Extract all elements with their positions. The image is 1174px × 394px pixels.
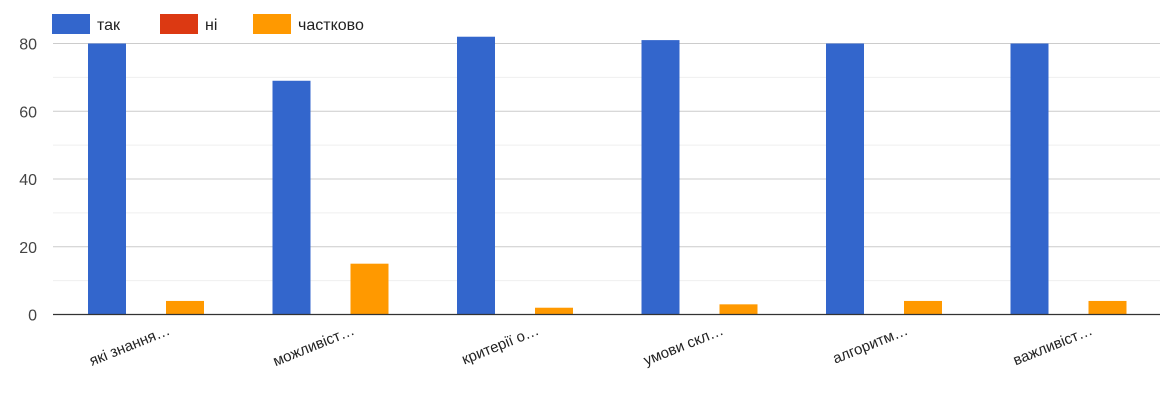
y-tick-label: 80 xyxy=(19,37,37,54)
legend-label-3: частково xyxy=(298,17,364,34)
y-tick-label: 20 xyxy=(19,240,37,257)
x-axis-labels: які знання… можливіст… критерії о… умови ск… xyxy=(87,322,1095,370)
bars xyxy=(88,36,1127,315)
legend-swatch-1 xyxy=(52,14,90,34)
bar-3-1 xyxy=(166,300,204,315)
bar-1-4 xyxy=(641,40,680,315)
legend-swatch-2 xyxy=(160,14,198,34)
x-category-label: які знання… xyxy=(87,322,173,370)
bar-3-6 xyxy=(1088,300,1127,315)
bar-1-5 xyxy=(826,43,864,315)
bar-1-3 xyxy=(457,36,495,315)
x-category-label: важливіст… xyxy=(1011,322,1095,369)
legend-swatch-3 xyxy=(253,14,291,34)
y-axis-ticks: 0 20 40 60 80 xyxy=(19,37,37,325)
bar-1-6 xyxy=(1010,43,1049,315)
bar-3-5 xyxy=(904,300,942,315)
gridlines xyxy=(53,43,1160,282)
bar-3-4 xyxy=(719,304,758,315)
y-tick-label: 0 xyxy=(28,308,37,325)
legend-label-1: так xyxy=(97,17,121,34)
x-category-label: умови скл… xyxy=(641,322,726,369)
y-tick-label: 40 xyxy=(19,172,37,189)
bar-1-1 xyxy=(88,43,126,315)
x-category-label: можливіст… xyxy=(271,322,357,370)
x-category-label: алгоритм… xyxy=(830,322,910,368)
x-category-label: критерії о… xyxy=(459,322,541,368)
legend: так ні частково xyxy=(52,14,364,34)
bar-3-3 xyxy=(535,307,573,315)
y-tick-label: 60 xyxy=(19,104,37,121)
bar-1-2 xyxy=(272,80,311,315)
bar-3-2 xyxy=(350,263,389,315)
legend-label-2: ні xyxy=(205,17,217,34)
